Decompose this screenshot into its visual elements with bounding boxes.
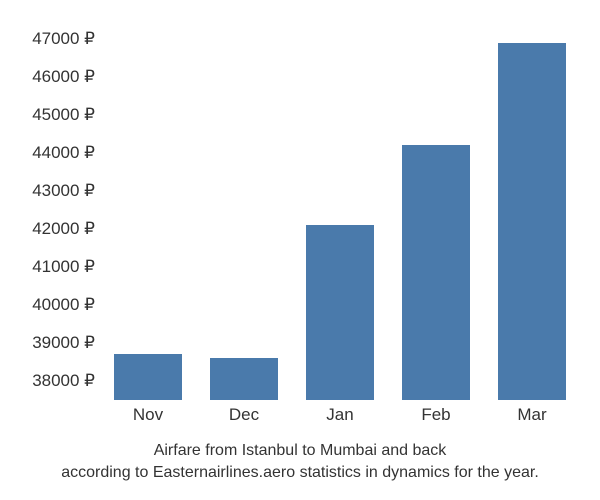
- y-tick: 43000 ₽: [0, 181, 95, 201]
- bar-slot: [484, 20, 580, 400]
- x-label: Dec: [196, 405, 292, 425]
- bar-nov: [114, 354, 181, 400]
- y-tick: 46000 ₽: [0, 67, 95, 87]
- bar-mar: [498, 43, 565, 400]
- bar-slot: [196, 20, 292, 400]
- y-tick: 40000 ₽: [0, 295, 95, 315]
- bar-feb: [402, 145, 469, 400]
- y-tick: 38000 ₽: [0, 371, 95, 391]
- x-label: Jan: [292, 405, 388, 425]
- airfare-bar-chart: 38000 ₽ 39000 ₽ 40000 ₽ 41000 ₽ 42000 ₽ …: [0, 0, 600, 500]
- y-tick: 44000 ₽: [0, 143, 95, 163]
- plot-area: [100, 20, 580, 400]
- chart-caption: Airfare from Istanbul to Mumbai and back…: [0, 440, 600, 483]
- x-label: Feb: [388, 405, 484, 425]
- y-tick: 45000 ₽: [0, 105, 95, 125]
- bar-slot: [388, 20, 484, 400]
- bar-slot: [292, 20, 388, 400]
- y-axis: 38000 ₽ 39000 ₽ 40000 ₽ 41000 ₽ 42000 ₽ …: [0, 20, 95, 400]
- bar-slot: [100, 20, 196, 400]
- x-label: Nov: [100, 405, 196, 425]
- bar-dec: [210, 358, 277, 400]
- x-axis: Nov Dec Jan Feb Mar: [100, 405, 580, 425]
- bars-container: [100, 20, 580, 400]
- x-label: Mar: [484, 405, 580, 425]
- y-tick: 41000 ₽: [0, 257, 95, 277]
- y-tick: 42000 ₽: [0, 219, 95, 239]
- bar-jan: [306, 225, 373, 400]
- caption-line-2: according to Easternairlines.aero statis…: [61, 464, 539, 481]
- y-tick: 47000 ₽: [0, 29, 95, 49]
- caption-line-1: Airfare from Istanbul to Mumbai and back: [154, 442, 447, 459]
- y-tick: 39000 ₽: [0, 333, 95, 353]
